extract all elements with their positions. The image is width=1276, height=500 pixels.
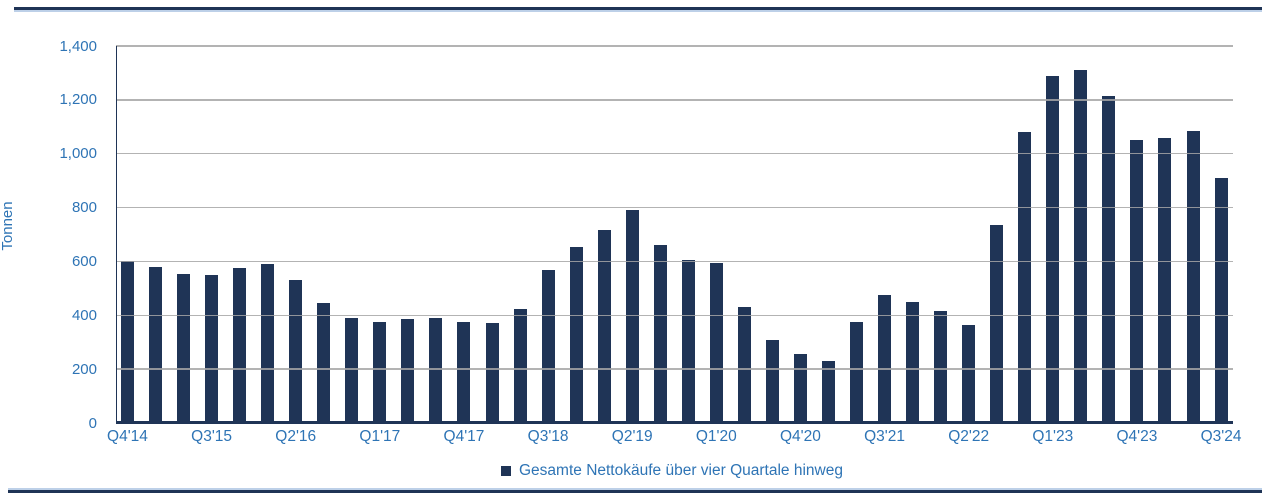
bar-Q1'16 <box>261 264 275 423</box>
y-tick-label-1000: 1,000 <box>59 145 97 163</box>
bar-Q3'21 <box>878 295 892 423</box>
y-tick-label-0: 0 <box>88 414 97 432</box>
bar-Q4'23 <box>1130 140 1144 423</box>
legend-label: Gesamte Nettokäufe über vier Quartale hi… <box>519 462 843 479</box>
bar-Q4'19 <box>681 260 695 423</box>
bar-Q3'20 <box>765 339 779 423</box>
bar-Q1'18 <box>485 323 499 423</box>
x-tick-label-Q4'20: Q4'20 <box>780 428 821 445</box>
bar-Q3'19 <box>653 245 667 423</box>
bar-Q3'17 <box>429 317 443 423</box>
gridline-200 <box>116 368 1233 370</box>
x-tick-label-Q1'17: Q1'17 <box>359 428 401 445</box>
x-tick-label-Q3'18: Q3'18 <box>527 428 569 445</box>
bar-Q2'17 <box>401 319 415 423</box>
x-tick-label-Q3'24: Q3'24 <box>1200 428 1242 445</box>
x-tick-label-Q3'21: Q3'21 <box>864 428 906 445</box>
bar-Q4'14 <box>121 261 134 423</box>
bottom-border-dark-line <box>8 490 1262 493</box>
top-border-light-line <box>14 10 1262 12</box>
y-axis-line <box>116 46 117 423</box>
bar-Q1'24 <box>1158 137 1172 423</box>
bar-Q2'19 <box>625 210 639 423</box>
top-border-dark-line <box>14 7 1262 10</box>
bar-Q4'20 <box>793 354 807 423</box>
gridline-600 <box>116 260 1233 263</box>
bar-Q2'16 <box>289 280 303 423</box>
bar-Q4'22 <box>1018 132 1032 423</box>
bar-Q2'18 <box>513 308 527 423</box>
bar-Q3'16 <box>317 303 331 423</box>
x-tick-label-Q4'23: Q4'23 <box>1116 428 1158 445</box>
y-tick-label-1200: 1,200 <box>59 91 97 109</box>
x-tick-label-Q2'22: Q2'22 <box>948 428 990 445</box>
y-tick-label-1400: 1,400 <box>59 37 97 55</box>
legend: Gesamte Nettokäufe über vier Quartale hi… <box>501 461 843 481</box>
bar-Q1'23 <box>1046 75 1060 423</box>
x-tick-label-Q3'15: Q3'15 <box>191 428 233 445</box>
bar-Q4'15 <box>233 268 247 423</box>
bar-Q4'17 <box>457 322 471 423</box>
x-tick-label-Q2'19: Q2'19 <box>611 428 653 445</box>
bar-Q4'21 <box>906 301 920 423</box>
y-tick-label-800: 800 <box>71 199 97 217</box>
bar-Q3'24 <box>1214 177 1228 423</box>
bar-Q4'18 <box>569 246 583 423</box>
bar-Q1'17 <box>373 322 387 423</box>
y-tick-label-400: 400 <box>71 306 97 324</box>
gridline-800 <box>116 206 1233 209</box>
bar-Q2'22 <box>962 324 976 423</box>
bar-Q3'15 <box>205 274 219 423</box>
gridline-1200 <box>116 99 1233 101</box>
bar-Q1'21 <box>822 361 835 423</box>
bar-Q2'23 <box>1074 70 1088 423</box>
bar-Q1'19 <box>597 230 611 423</box>
bar-Q2'20 <box>737 307 751 423</box>
x-tick-label-Q1'23: Q1'23 <box>1032 428 1074 445</box>
bar-Q4'16 <box>345 317 359 423</box>
y-tick-label-600: 600 <box>71 252 97 270</box>
bar-Q3'22 <box>990 225 1004 423</box>
bar-Q2'15 <box>177 273 191 423</box>
gridline-1000 <box>116 153 1233 155</box>
bar-Q3'18 <box>541 269 555 423</box>
x-tick-label-Q2'16: Q2'16 <box>275 428 317 445</box>
y-tick-label-200: 200 <box>71 360 97 378</box>
bar-Q3'23 <box>1102 95 1116 423</box>
bar-Q1'20 <box>709 262 723 423</box>
gridline-1400 <box>116 45 1233 47</box>
x-axis-line <box>116 421 1233 424</box>
legend-square-marker-icon <box>501 466 511 476</box>
bar-Q2'21 <box>850 322 864 423</box>
plot-area <box>116 45 1233 424</box>
bar-Q1'15 <box>149 266 163 423</box>
bar-Q2'24 <box>1186 130 1200 423</box>
gridline-400 <box>116 314 1233 316</box>
x-tick-label-Q1'20: Q1'20 <box>695 428 737 445</box>
x-tick-label-Q4'17: Q4'17 <box>443 428 485 445</box>
bar-Q1'22 <box>934 311 948 423</box>
bottom-border-light-line <box>8 488 1262 490</box>
x-tick-label-Q4'14: Q4'14 <box>107 428 148 445</box>
